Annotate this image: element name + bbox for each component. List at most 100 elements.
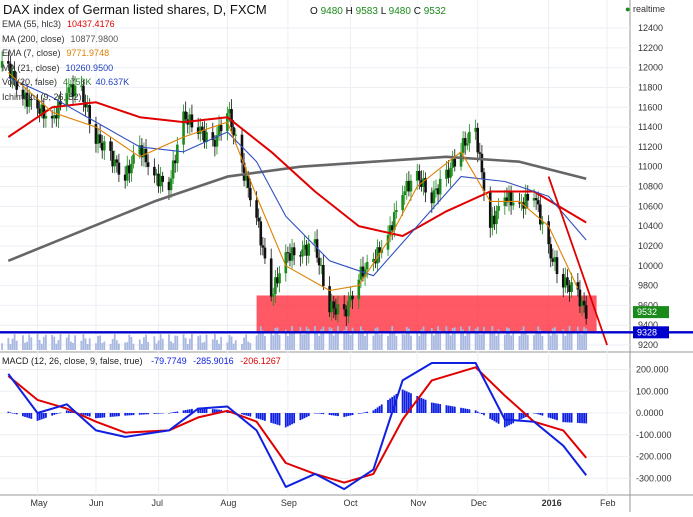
macd-histogram-bar (576, 413, 579, 423)
volume-bar (508, 328, 510, 350)
candle-body (274, 277, 277, 295)
candle-body (305, 244, 308, 256)
macd-histogram-bar (197, 407, 200, 413)
candle-body (213, 140, 217, 147)
candle-body (44, 116, 48, 119)
volume-bar (15, 340, 18, 350)
projection-trendline (547, 176, 608, 346)
candle-body (449, 167, 452, 178)
volume-bar (199, 335, 202, 350)
volume-bar (316, 331, 318, 350)
volume-bar (157, 340, 160, 350)
macd-histogram-bar (337, 413, 339, 417)
macd-histogram-bar (259, 413, 262, 420)
volume-bar (445, 326, 448, 350)
indicator-name: EMA (55, hlc3) (2, 19, 62, 29)
candle-body (259, 221, 263, 246)
time-tick-label: Jul (152, 498, 164, 508)
macd-histogram-bar (53, 413, 56, 415)
volume-bar (583, 327, 586, 350)
candle-body (538, 204, 542, 225)
volume-bar (170, 341, 172, 350)
indicator-legend-row[interactable]: EMA (7, close) 9771.9748 (2, 46, 129, 61)
macd-histogram-bar (320, 413, 323, 414)
candle-body (59, 100, 62, 105)
candle-body (67, 87, 71, 94)
macd-histogram-bar (159, 413, 162, 414)
candle-body (21, 89, 25, 99)
volume-bar (286, 335, 289, 350)
macd-histogram-bar (118, 413, 120, 417)
macd-histogram-bar (405, 391, 408, 413)
price-tick-label: 10000 (638, 261, 663, 271)
volume-bar (506, 327, 508, 350)
candle-body (392, 212, 396, 231)
candle-body (547, 221, 550, 245)
macd-histogram-bar (583, 413, 586, 424)
candle-body (349, 295, 352, 302)
candle-body (184, 111, 187, 120)
macd-histogram-bar (435, 403, 437, 413)
candle-body (322, 264, 325, 287)
macd-histogram-bar (387, 399, 389, 413)
macd-histogram-bar (343, 413, 346, 417)
macd-histogram-bar (176, 411, 179, 413)
macd-histogram-bar (261, 413, 264, 421)
volume-bar (576, 326, 579, 350)
macd-histogram-bar (433, 402, 435, 413)
candle-body (155, 173, 158, 176)
volume-bar (466, 331, 469, 350)
indicator-legend-row[interactable]: EMA (55, hlc3) 10437.4176 (2, 17, 129, 32)
volume-bar (274, 327, 277, 350)
volume-bar (549, 335, 552, 350)
candle-body (536, 200, 540, 205)
volume-bar (435, 332, 437, 350)
volume-bar (495, 335, 498, 350)
time-tick-label: Nov (410, 498, 427, 508)
volume-bar (261, 330, 264, 350)
volume-bar (138, 339, 141, 350)
macd-histogram-bar (380, 404, 383, 413)
volume-bar (70, 341, 72, 350)
macd-histogram-bar (562, 413, 565, 423)
volume-bar (366, 330, 369, 350)
candle-body (146, 162, 150, 167)
indicator-legend-row[interactable]: Vol (20, false) 4.758K 40.637K (2, 75, 129, 90)
volume-bar (74, 335, 76, 350)
volume-bar (407, 328, 410, 350)
symbol-title: DAX index of German listed shares, D, FX… (3, 2, 267, 17)
volume-bar (489, 331, 492, 350)
volume-bar (99, 335, 102, 350)
volume-bar (270, 332, 273, 350)
volume-bar (541, 335, 544, 350)
candle-body (478, 152, 482, 154)
volume-bar (257, 332, 260, 350)
volume-bar (503, 334, 506, 350)
ma200-line (7, 155, 587, 263)
macd-histogram-bar (278, 413, 281, 426)
volume-bar (510, 335, 512, 350)
volume-bar (278, 334, 281, 350)
indicator-legend-row[interactable]: Ichimoku (9, 26, 52) (2, 90, 129, 105)
indicator-legend-row[interactable]: MA (21, close) 10260.9500 (2, 61, 129, 76)
macd-histogram-bar (347, 413, 350, 416)
price-tick-label: 9200 (638, 340, 658, 350)
volume-bar (462, 329, 465, 350)
macd-histogram-bar (99, 413, 102, 418)
macd-histogram-bar (476, 411, 479, 413)
macd-histogram-bar (537, 413, 540, 415)
volume-bar (374, 328, 377, 350)
volume-bar (42, 336, 45, 350)
macd-histogram-bar (522, 413, 525, 419)
macd-histogram-bar (130, 413, 133, 416)
volume-bar (364, 335, 366, 350)
macd-histogram-bar (468, 409, 471, 413)
volume-bar (433, 335, 435, 350)
candle-body (88, 105, 92, 125)
macd-tick-label: 0.0000 (636, 408, 664, 418)
macd-histogram-bar (213, 409, 216, 413)
volume-bar (7, 338, 10, 350)
indicator-legend-row[interactable]: MA (200, close) 10877.9800 (2, 32, 129, 47)
macd-histogram-bar (554, 413, 556, 420)
